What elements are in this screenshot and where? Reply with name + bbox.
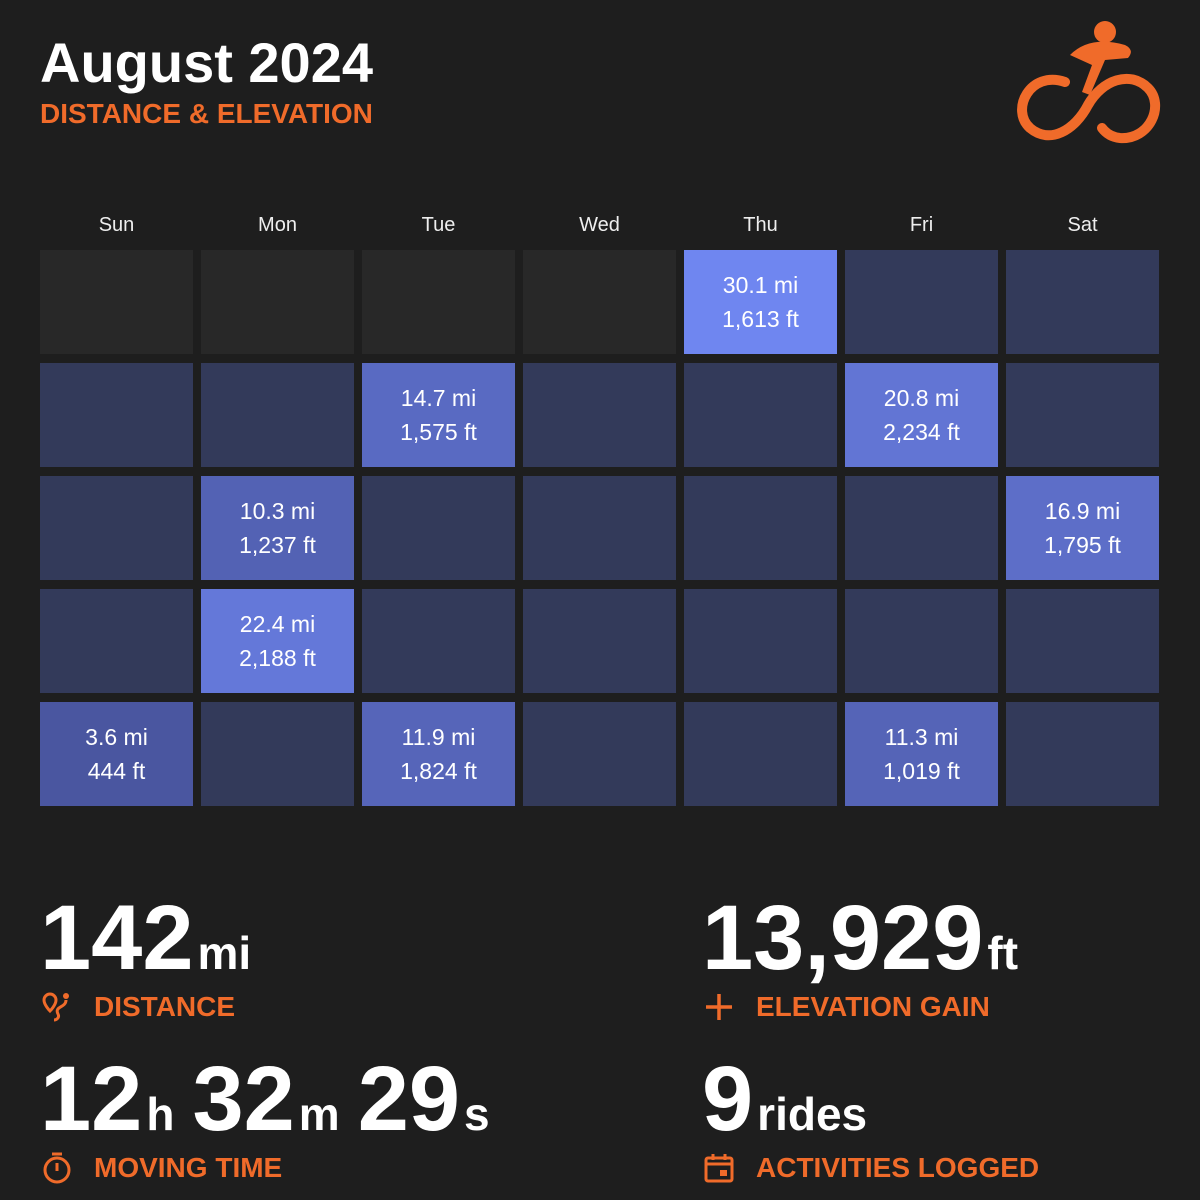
plus-icon (706, 994, 732, 1020)
calendar-cell-empty (201, 250, 354, 354)
calendar-day (1006, 702, 1159, 806)
ride-elevation: 1,795 ft (1044, 532, 1121, 558)
calendar-day (845, 589, 998, 693)
ride-elevation: 1,237 ft (239, 532, 316, 558)
calendar-day (684, 702, 837, 806)
calendar-day (684, 589, 837, 693)
calendar-day (201, 702, 354, 806)
calendar-day (1006, 589, 1159, 693)
calendar-day (523, 589, 676, 693)
rides-value: 9 (702, 1048, 754, 1150)
calendar-day-ride[interactable]: 20.8 mi 2,234 ft (845, 363, 998, 467)
ride-distance: 11.3 mi (884, 724, 959, 750)
calendar-day (1006, 363, 1159, 467)
route-icon (42, 992, 69, 1022)
ride-distance: 22.4 mi (239, 611, 316, 637)
ride-elevation: 2,234 ft (883, 419, 960, 445)
calendar-cell-empty (523, 250, 676, 354)
cyclist-icon (1017, 21, 1161, 143)
calendar-day (1006, 250, 1159, 354)
weekday-header: Thu (743, 214, 778, 236)
hours-value: 12 (40, 1048, 143, 1150)
calendar-day (362, 476, 515, 580)
calendar-day-ride[interactable]: 11.9 mi 1,824 ft (362, 702, 515, 806)
weekday-header: Tue (421, 214, 456, 236)
calendar-day (845, 250, 998, 354)
calendar-day-ride[interactable]: 30.1 mi 1,613 ft (684, 250, 837, 354)
stat-rides: 9rides ACTIVITIES LOGGED (702, 1053, 1039, 1185)
calendar-cell-empty (362, 250, 515, 354)
calendar-day (523, 363, 676, 467)
stat-elevation: 13,929ft ELEVATION GAIN (702, 892, 1036, 1024)
calendar-day-ride[interactable]: 14.7 mi 1,575 ft (362, 363, 515, 467)
weekday-header: Sat (1067, 214, 1098, 236)
calendar-grid: 30.1 mi 1,613 ft 14.7 mi 1,575 ft 20.8 mi 2,2… (40, 250, 1159, 806)
ride-elevation: 444 ft (87, 758, 146, 784)
calendar-day (40, 589, 193, 693)
calendar-day (362, 589, 515, 693)
calendar-day-ride[interactable]: 22.4 mi 2,188 ft (201, 589, 354, 693)
calendar-day (40, 476, 193, 580)
moving-time-label: MOVING TIME (94, 1152, 283, 1183)
calendar-day-ride[interactable]: 10.3 mi 1,237 ft (201, 476, 354, 580)
calendar-day-ride[interactable]: 11.3 mi 1,019 ft (845, 702, 998, 806)
seconds-unit: s (464, 1088, 490, 1140)
distance-unit: mi (197, 927, 252, 979)
weekday-header: Sun (98, 214, 135, 236)
ride-distance: 11.9 mi (401, 724, 476, 750)
calendar-day (523, 476, 676, 580)
stat-distance: 142mi DISTANCE (40, 892, 269, 1024)
minutes-unit: m (298, 1088, 340, 1140)
ride-elevation: 1,019 ft (883, 758, 960, 784)
calendar-day (684, 476, 837, 580)
ride-distance: 30.1 mi (722, 272, 799, 298)
ride-distance: 14.7 mi (400, 385, 477, 411)
weekday-header: Wed (579, 214, 620, 236)
calendar-icon (704, 1154, 734, 1183)
minutes-value: 32 (192, 1048, 295, 1150)
calendar-day-ride[interactable]: 16.9 mi 1,795 ft (1006, 476, 1159, 580)
calendar-day (684, 363, 837, 467)
rides-unit: rides (757, 1088, 868, 1140)
ride-distance: 16.9 mi (1044, 498, 1121, 524)
ride-elevation: 1,575 ft (400, 419, 477, 445)
elevation-label: ELEVATION GAIN (756, 991, 990, 1022)
calendar-day (40, 363, 193, 467)
rides-label: ACTIVITIES LOGGED (756, 1152, 1040, 1183)
calendar-day (201, 363, 354, 467)
page-subtitle: DISTANCE & ELEVATION (40, 98, 373, 129)
ride-elevation: 1,824 ft (400, 758, 477, 784)
ride-distance: 20.8 mi (883, 385, 960, 411)
elevation-value: 13,929 (702, 887, 984, 989)
ride-elevation: 2,188 ft (239, 645, 316, 671)
stopwatch-icon (43, 1152, 71, 1184)
calendar-day (523, 702, 676, 806)
ride-distance: 3.6 mi (85, 724, 148, 750)
stat-moving-time: 12h 32m 29s MOVING TIME (40, 1053, 508, 1185)
calendar-cell-empty (40, 250, 193, 354)
calendar-day (845, 476, 998, 580)
weekday-header: Mon (258, 214, 297, 236)
seconds-value: 29 (357, 1048, 461, 1150)
ride-elevation: 1,613 ft (722, 306, 799, 332)
ride-distance: 10.3 mi (239, 498, 316, 524)
distance-value: 142 (40, 887, 194, 989)
distance-label: DISTANCE (94, 991, 236, 1022)
weekday-header: Fri (909, 214, 934, 236)
elevation-unit: ft (987, 927, 1019, 979)
calendar-day-ride[interactable]: 3.6 mi 444 ft (40, 702, 193, 806)
hours-unit: h (146, 1088, 175, 1140)
page-title: August 2024 (40, 31, 373, 94)
